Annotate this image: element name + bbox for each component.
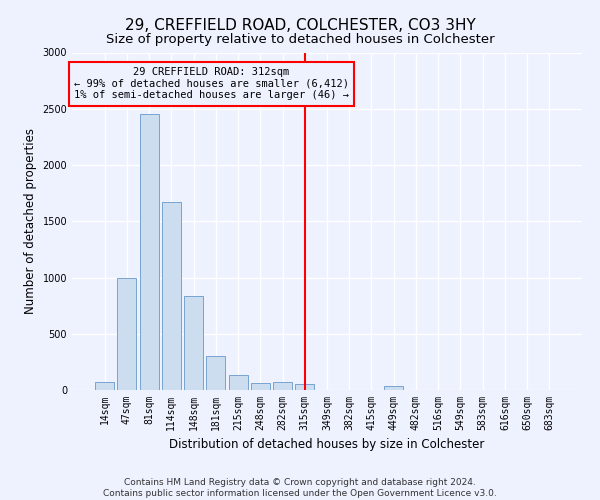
Bar (295, 384, 314, 390)
Bar (273, 382, 292, 390)
Bar (184, 296, 203, 390)
Text: 29 CREFFIELD ROAD: 312sqm
← 99% of detached houses are smaller (6,412)
1% of sem: 29 CREFFIELD ROAD: 312sqm ← 99% of detac… (74, 67, 349, 100)
Bar (162, 202, 181, 390)
Bar (229, 376, 248, 390)
Bar (95, 382, 114, 390)
Text: Contains HM Land Registry data © Crown copyright and database right 2024.
Contai: Contains HM Land Registry data © Crown c… (103, 478, 497, 498)
Bar (251, 382, 270, 390)
Bar (140, 114, 158, 390)
Bar (384, 386, 403, 390)
Text: Size of property relative to detached houses in Colchester: Size of property relative to detached ho… (106, 32, 494, 46)
Bar (206, 356, 225, 390)
Text: 29, CREFFIELD ROAD, COLCHESTER, CO3 3HY: 29, CREFFIELD ROAD, COLCHESTER, CO3 3HY (125, 18, 475, 32)
Y-axis label: Number of detached properties: Number of detached properties (24, 128, 37, 314)
Bar (118, 278, 136, 390)
X-axis label: Distribution of detached houses by size in Colchester: Distribution of detached houses by size … (169, 438, 485, 452)
